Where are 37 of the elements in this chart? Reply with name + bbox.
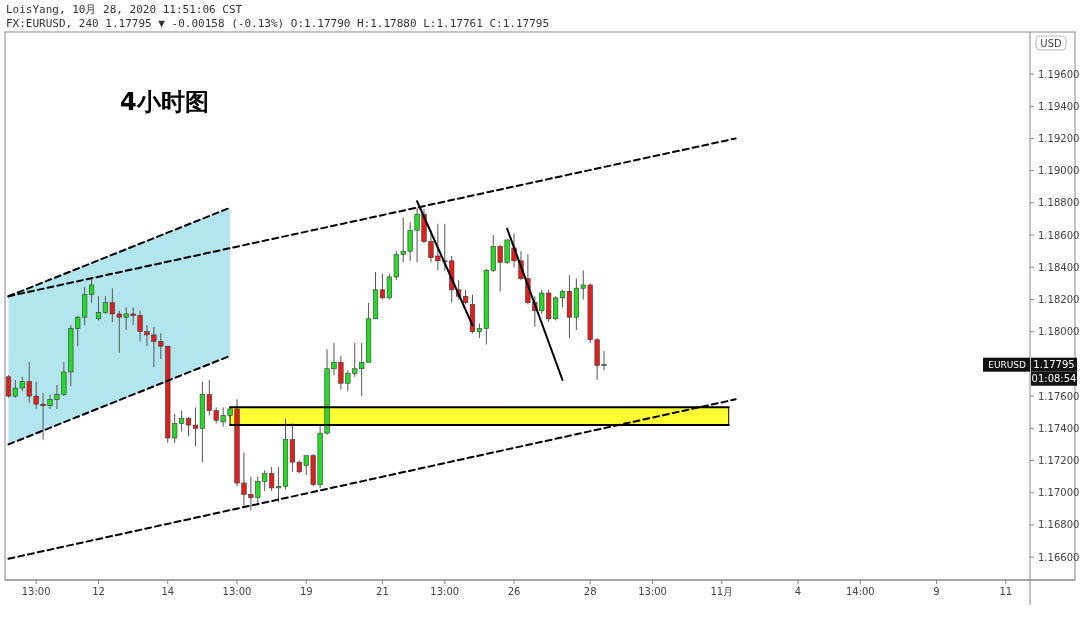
y-tick-label: 1.18200 (1038, 293, 1080, 305)
x-tick-label: 28 (583, 586, 597, 597)
y-tick-label: 1.18600 (1038, 229, 1080, 241)
y-tick-label: 1.17200 (1038, 455, 1080, 467)
x-tick-label: 13:00 (222, 586, 252, 597)
y-axis-title: USD (1040, 38, 1062, 49)
y-tick-label: 1.19600 (1038, 68, 1080, 80)
y-tick-label: 1.19400 (1038, 100, 1080, 112)
chart-title: LoisYang, 10月 28, 2020 11:51:06 CST (6, 3, 243, 16)
text: 1.17795 (1033, 359, 1075, 371)
x-tick-label: 21 (376, 586, 389, 597)
annotation: 4小时图 (120, 88, 209, 116)
x-tick-label: 13:00 (21, 586, 51, 597)
x-tick-label: 11 (999, 586, 1013, 597)
x-tick-label: 9 (933, 586, 940, 597)
x-tick-label: 19 (299, 586, 313, 597)
chart-subtitle: FX:EURUSD, 240 1.17795 ▼ -0.00158 (-0.13%) O:1.17790 H:1.17880 L:1.17761 C:1.17795 (6, 17, 550, 30)
y-tick-label: 1.17400 (1038, 422, 1080, 434)
y-tick-label: 1.16800 (1038, 519, 1080, 531)
x-tick-label: 14 (161, 586, 175, 597)
x-tick-label: 26 (507, 586, 521, 597)
x-tick-label: 11月 (710, 586, 734, 597)
x-tick-label: 14:00 (845, 586, 875, 597)
y-tick-label: 1.19000 (1038, 165, 1080, 177)
x-tick-label: 12 (92, 586, 105, 597)
y-tick-label: 1.18400 (1038, 261, 1080, 273)
y-tick-label: 1.18000 (1038, 326, 1080, 338)
y-tick-label: 1.19200 (1038, 132, 1080, 144)
x-tick-label: 13:00 (430, 586, 460, 597)
y-tick-label: 1.17600 (1038, 390, 1080, 402)
y-tick-label: 1.18800 (1038, 197, 1080, 209)
annotation: EURUSD (988, 360, 1027, 371)
x-tick-label: 4 (794, 586, 802, 597)
text: 01:08:54 (1031, 373, 1077, 385)
y-tick-label: 1.16600 (1038, 551, 1080, 563)
y-tick-label: 1.17000 (1038, 487, 1080, 499)
x-tick-label: 13:00 (638, 586, 667, 597)
